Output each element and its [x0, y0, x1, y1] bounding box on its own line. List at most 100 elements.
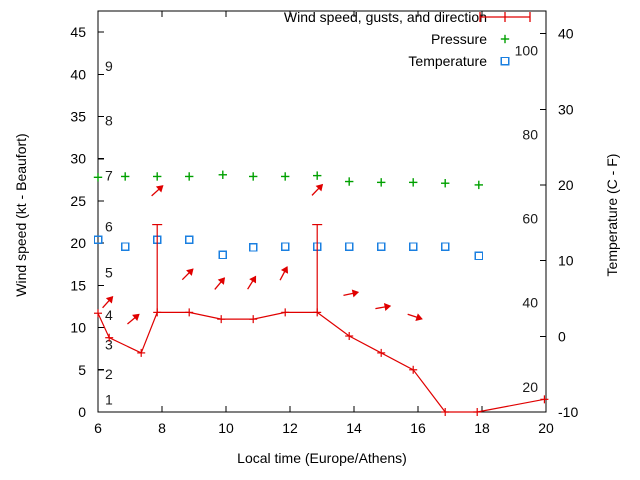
y-tick-label: 20	[70, 235, 86, 251]
wind-direction-arrow	[279, 266, 289, 281]
arrow-head-icon	[280, 266, 289, 274]
wind-speed-point	[377, 348, 386, 357]
x-tick-label: 16	[410, 420, 426, 436]
pressure-point	[281, 172, 290, 181]
wind-speed-point	[473, 408, 482, 416]
chart-legend: Wind speed, gusts, and direction Pressure…	[284, 9, 531, 69]
legend-label: Temperature	[408, 53, 487, 69]
wind-speed-point	[409, 365, 418, 374]
beaufort-label: 1	[105, 391, 113, 407]
x-axis-ticks: 6 8 10 12 14 16 18 20	[94, 11, 554, 436]
y-tick-label: 40	[70, 66, 86, 82]
y-axis-left-title: Wind speed (kt - Beaufort)	[13, 133, 29, 296]
wind-direction-arrow	[247, 275, 257, 290]
beaufort-label: 2	[105, 366, 113, 382]
wind-speed-point	[105, 333, 114, 342]
wind-gust-bar	[312, 223, 323, 313]
y-tick-label: 0	[78, 404, 86, 420]
wind-direction-arrows	[102, 183, 423, 325]
beaufort-label: 3	[105, 336, 113, 352]
temperature-point	[376, 242, 386, 251]
y2-tick-label: 20	[558, 177, 574, 193]
arrow-head-icon	[415, 313, 423, 322]
wind-speed-point	[249, 315, 258, 324]
pressure-point	[93, 173, 103, 182]
beaufort-label: 6	[105, 218, 113, 234]
temperature-point	[408, 242, 418, 251]
temperature-point	[218, 250, 228, 260]
arrow-head-icon	[249, 275, 257, 284]
temperature-point	[184, 235, 194, 245]
pressure-point	[153, 172, 162, 181]
arrow-head-icon	[132, 313, 140, 322]
fahrenheit-label: 80	[522, 127, 538, 143]
y2-tick-label: -10	[558, 404, 578, 420]
beaufort-label: 4	[105, 307, 113, 323]
fahrenheit-label: 100	[515, 43, 539, 59]
y-axis-left-ticks: 0 5 10 15 20 25 30 35 40 45	[70, 24, 104, 420]
wind-speed-point	[441, 408, 450, 416]
legend-item: Temperature	[408, 53, 510, 69]
x-axis-title: Local time (Europe/Athens)	[237, 450, 407, 466]
x-tick-label: 6	[94, 420, 102, 436]
beaufort-scale-labels: 1 2 3 4 5 6 7 8 9	[105, 58, 113, 407]
wind-direction-arrow	[127, 313, 140, 325]
y-tick-label: 15	[70, 277, 86, 293]
fahrenheit-label: 40	[522, 295, 538, 311]
pressure-point	[409, 178, 418, 187]
y-axis-right-ticks: -10 0 10 20 30 40	[540, 26, 578, 420]
legend-item: Pressure	[431, 31, 510, 47]
arrow-head-icon	[186, 268, 194, 276]
wind-direction-arrow	[102, 295, 114, 309]
temperature-point	[120, 242, 130, 251]
pressure-point	[249, 172, 258, 181]
arrow-head-icon	[351, 289, 360, 298]
beaufort-label: 5	[105, 265, 113, 281]
x-tick-label: 10	[218, 420, 234, 436]
legend-item: Wind speed, gusts, and direction	[284, 9, 531, 25]
arrow-head-icon	[383, 303, 392, 311]
wind-direction-arrow	[343, 289, 360, 298]
y2-tick-label: 30	[558, 101, 574, 117]
y2-tick-label: 40	[558, 26, 574, 42]
arrow-head-icon	[105, 295, 114, 304]
y-tick-label: 10	[70, 320, 86, 336]
pressure-point	[345, 177, 354, 186]
beaufort-label: 8	[105, 113, 113, 129]
y2-tick-label: 10	[558, 253, 574, 269]
arrow-head-icon	[315, 183, 324, 192]
wind-gust-bar	[152, 223, 163, 313]
wind-direction-arrow	[181, 268, 194, 281]
pressure-point	[185, 172, 194, 181]
pressure-point	[218, 170, 227, 179]
fahrenheit-label: 60	[522, 211, 538, 227]
arrow-head-icon	[155, 185, 164, 193]
y-tick-label: 30	[70, 151, 86, 167]
pressure-point	[121, 172, 130, 181]
y-tick-label: 5	[78, 362, 86, 378]
wind-speed-point	[185, 308, 194, 317]
beaufort-label: 9	[105, 58, 113, 74]
legend-label: Wind speed, gusts, and direction	[284, 9, 487, 25]
wind-speed-point	[540, 395, 549, 404]
legend-square-icon	[500, 56, 510, 66]
wind-direction-arrow	[375, 303, 392, 311]
fahrenheit-label: 20	[522, 379, 538, 395]
x-tick-label: 12	[282, 420, 298, 436]
pressure-point	[377, 178, 386, 187]
wind-speed-series	[94, 223, 549, 416]
wind-speed-point	[137, 348, 146, 357]
wind-direction-arrow	[214, 277, 226, 290]
legend-plus-icon	[500, 34, 510, 44]
wind-speed-point	[345, 332, 354, 341]
x-tick-label: 20	[538, 420, 554, 436]
y-tick-label: 45	[70, 24, 86, 40]
wind-direction-arrow	[311, 183, 324, 196]
x-tick-label: 14	[346, 420, 362, 436]
pressure-point	[441, 179, 450, 188]
beaufort-label: 7	[105, 168, 113, 184]
wind-speed-point	[281, 308, 290, 317]
wind-speed-point	[94, 309, 102, 318]
